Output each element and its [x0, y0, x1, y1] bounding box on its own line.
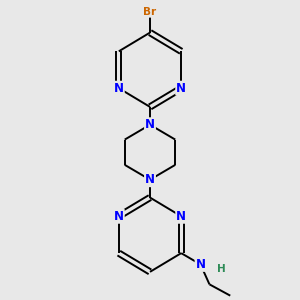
- Text: N: N: [176, 82, 186, 95]
- Text: N: N: [176, 210, 186, 223]
- Text: N: N: [145, 173, 155, 186]
- Text: N: N: [114, 210, 124, 223]
- Text: N: N: [114, 82, 124, 95]
- Text: H: H: [217, 264, 226, 274]
- Text: N: N: [145, 118, 155, 131]
- Text: Br: Br: [143, 7, 157, 17]
- Text: N: N: [196, 258, 206, 271]
